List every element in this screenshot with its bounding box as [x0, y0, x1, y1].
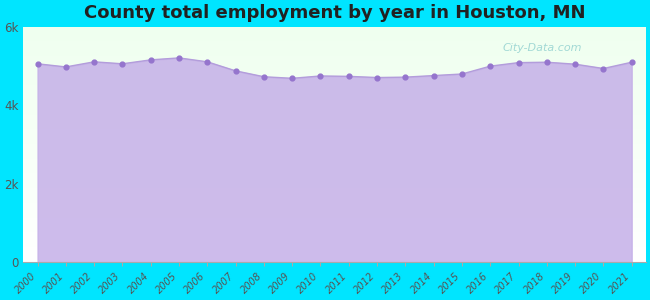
Point [117, 61, 127, 66]
Point [89, 59, 99, 64]
Point [627, 60, 637, 64]
Point [174, 56, 184, 60]
Point [287, 76, 298, 81]
Point [202, 59, 213, 64]
Text: City-Data.com: City-Data.com [502, 43, 582, 53]
Point [514, 60, 524, 65]
Point [428, 73, 439, 78]
Point [60, 64, 71, 69]
Point [372, 75, 382, 80]
Point [570, 62, 580, 67]
Point [485, 64, 495, 69]
Point [146, 58, 156, 62]
Point [457, 72, 467, 76]
Point [230, 68, 240, 73]
Title: County total employment by year in Houston, MN: County total employment by year in Houst… [84, 4, 586, 22]
Point [598, 66, 608, 71]
Point [315, 74, 326, 78]
Point [344, 74, 354, 79]
Point [259, 74, 269, 79]
Point [400, 75, 411, 80]
Point [541, 60, 552, 64]
Point [32, 61, 43, 66]
